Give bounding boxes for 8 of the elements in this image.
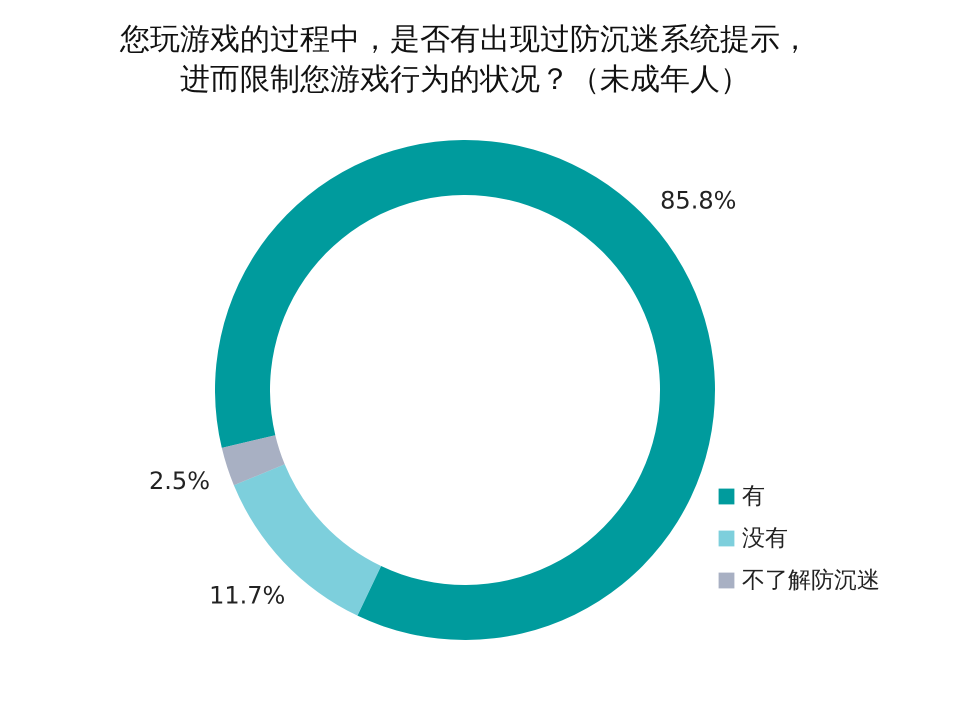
chart-title: 您玩游戏的过程中，是否有出现过防沉迷系统提示，进而限制您游戏行为的状况？（未成年人） bbox=[119, 22, 810, 97]
data-label: 2.5% bbox=[149, 467, 210, 496]
data-label: 85.8% bbox=[660, 186, 736, 214]
legend-label: 有 bbox=[742, 484, 765, 510]
data-label: 11.7% bbox=[209, 581, 286, 610]
donut-slice bbox=[222, 435, 285, 486]
legend-label: 没有 bbox=[742, 526, 788, 552]
legend-label: 不了解防沉迷 bbox=[742, 568, 880, 594]
